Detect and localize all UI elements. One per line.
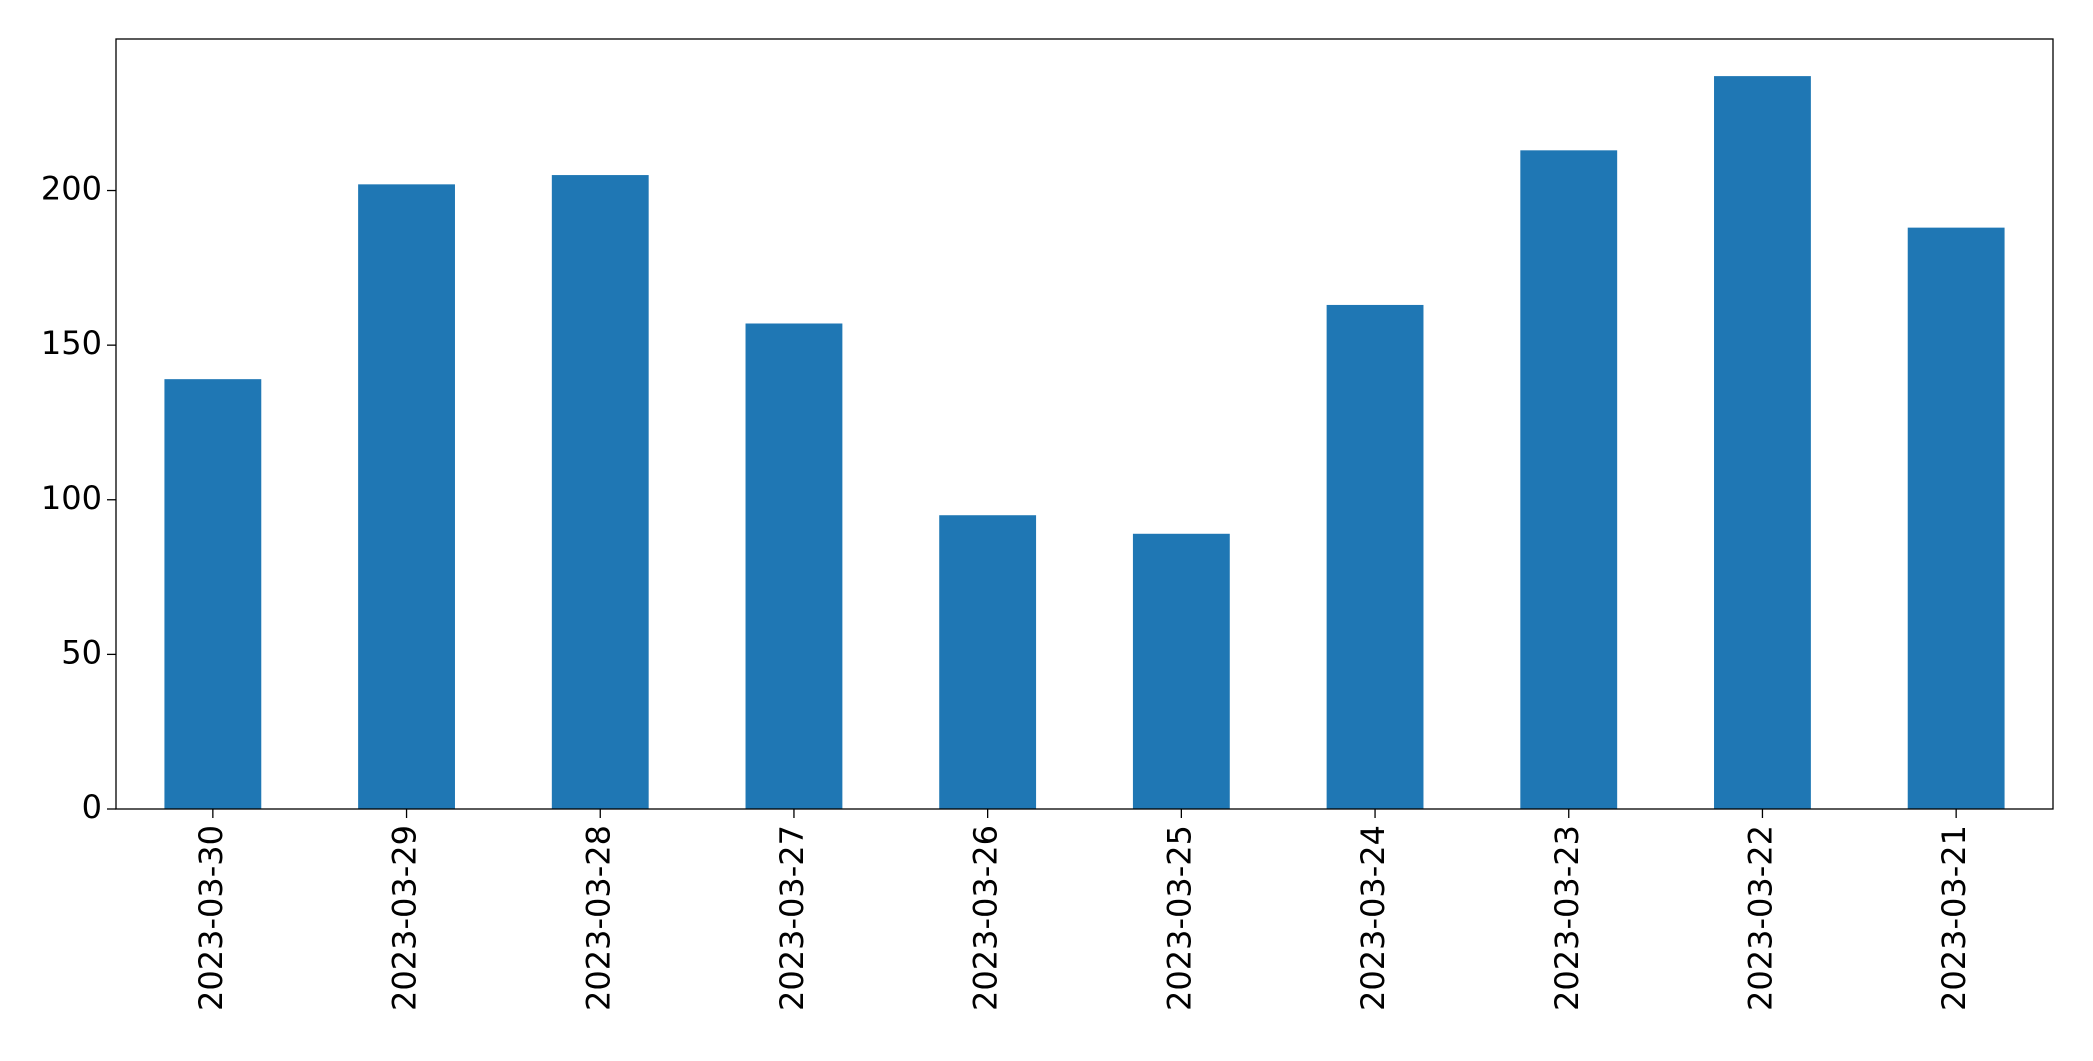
x-tick-label: 2023-03-24 — [1354, 825, 1392, 1011]
bar — [745, 323, 843, 809]
bar — [551, 175, 649, 809]
y-tick-label: 100 — [41, 479, 102, 517]
bar — [1520, 150, 1618, 809]
bar — [358, 184, 455, 809]
bar — [1326, 304, 1424, 809]
y-tick-label: 50 — [61, 633, 102, 671]
y-tick-label: 150 — [41, 324, 102, 362]
bar — [939, 515, 1037, 809]
plot-frame — [115, 38, 2054, 810]
x-tick-label: 2023-03-22 — [1741, 825, 1779, 1011]
x-tick-label: 2023-03-28 — [579, 825, 617, 1011]
bar — [1132, 533, 1230, 809]
y-tick-label: 200 — [41, 170, 102, 208]
y-tick-label: 0 — [82, 788, 102, 826]
x-tick-label: 2023-03-30 — [192, 825, 230, 1011]
x-tick-label: 2023-03-27 — [773, 825, 811, 1011]
x-tick-label: 2023-03-23 — [1548, 825, 1586, 1011]
bar — [1714, 76, 1811, 809]
bar — [1907, 227, 2005, 810]
x-tick-label: 2023-03-29 — [386, 825, 424, 1011]
bar — [164, 379, 262, 809]
x-tick-label: 2023-03-21 — [1935, 825, 1973, 1011]
x-tick-label: 2023-03-26 — [967, 825, 1005, 1011]
x-tick-label: 2023-03-25 — [1160, 825, 1198, 1011]
